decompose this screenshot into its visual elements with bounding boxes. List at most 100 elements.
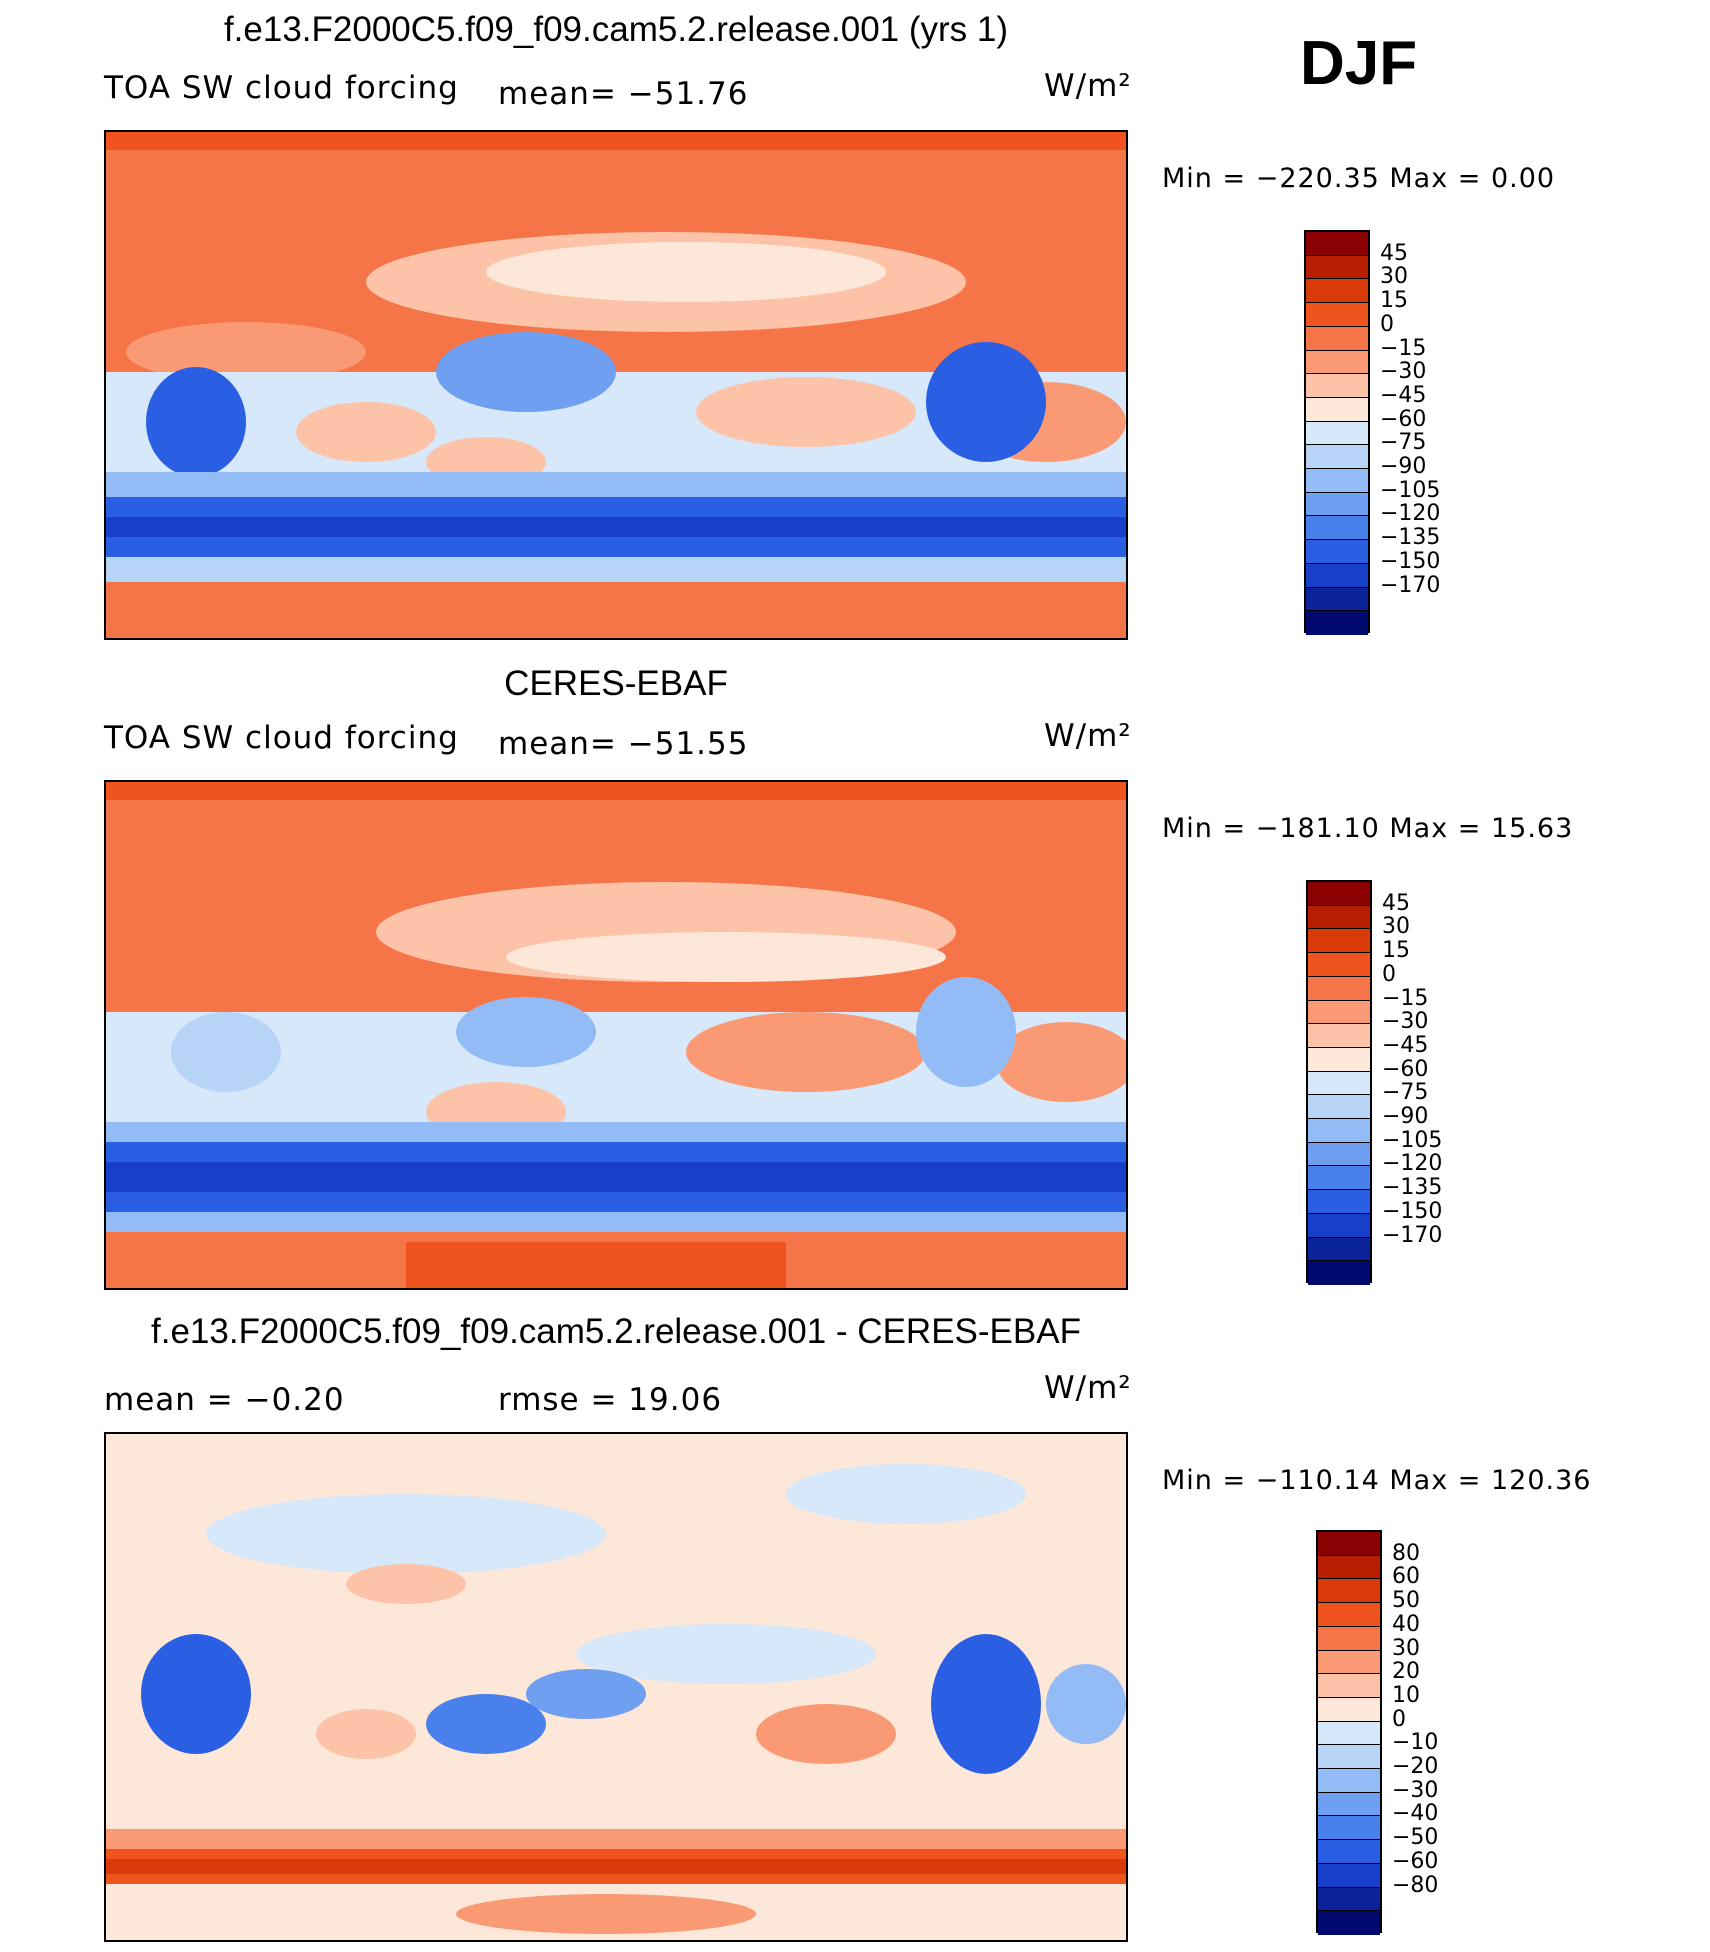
colorbar-1-segment [1306,587,1368,612]
colorbar-3-tick-label: 80 [1392,1540,1420,1566]
colorbar-1-segment [1306,421,1368,446]
colorbar-1-segment [1306,469,1368,493]
colorbar-1-tick-label: −120 [1380,501,1441,527]
colorbar-3-tick-label: −40 [1392,1801,1439,1827]
panel-1-mean: mean= −51.76 [498,76,749,112]
colorbar-1-segment [1306,397,1368,422]
colorbar-3-tick-label: −10 [1392,1730,1439,1756]
colorbar-3-segment [1318,1863,1380,1888]
colorbar-1-segment [1306,350,1368,375]
colorbar-2-segment [1308,905,1370,930]
colorbar-3-tick-label: −50 [1392,1825,1439,1851]
colorbar-1-segment [1306,374,1368,398]
colorbar-1-tick-label: −150 [1380,548,1441,574]
season-label: DJF [1300,29,1418,98]
colorbar-3-tick-label: −60 [1392,1848,1439,1874]
colorbar-1-segment [1306,611,1368,635]
colorbar-2-tick-label: −30 [1382,1009,1429,1035]
panel-1-title: f.e13.F2000C5.f09_f09.cam5.2.release.001… [223,10,1009,49]
colorbar-3-segment [1318,1579,1380,1604]
colorbar-2-tick-label: −15 [1382,985,1429,1011]
colorbar-2-tick-label: −75 [1382,1080,1429,1106]
colorbar-3-tick-label: 20 [1392,1659,1420,1685]
colorbar-3-segment [1318,1911,1380,1935]
colorbar-3-segment [1318,1603,1380,1627]
colorbar-1-tick-label: −60 [1380,406,1427,432]
panel-1-minmax: Min = −220.35 Max = 0.00 [1162,163,1556,194]
colorbar-3-tick-label: 50 [1392,1588,1420,1614]
panel-3-map [104,1432,1128,1942]
colorbar-2-segment [1308,929,1370,954]
colorbar-1-tick-label: −75 [1380,430,1427,456]
colorbar-1-tick-label: 45 [1380,240,1408,266]
colorbar-2-tick-label: −105 [1382,1127,1443,1153]
colorbar-1-segment [1306,445,1368,470]
panel-1-units: W/m² [1044,68,1132,104]
colorbar-2-segment [1308,1142,1370,1167]
panel-1-field [106,132,1126,638]
colorbar-2-segment [1308,976,1370,1001]
colorbar-3-segment [1318,1650,1380,1675]
colorbar-2-tick-label: −135 [1382,1175,1443,1201]
colorbar-1-segment [1306,303,1368,327]
colorbar-3-segment [1318,1721,1380,1746]
panel-3-mean: mean = −0.20 [104,1382,345,1418]
colorbar-2-tick-label: 30 [1382,914,1410,940]
colorbar-2-segment [1308,1213,1370,1238]
colorbar-3-tick-label: 30 [1392,1635,1420,1661]
colorbar-3-segment [1318,1532,1380,1556]
colorbar-2-segment [1308,1000,1370,1025]
colorbar-1-tick-label: −15 [1380,335,1427,361]
colorbar-2-segment [1308,1095,1370,1120]
colorbar-3-segment [1318,1555,1380,1580]
panel-1-left-label: TOA SW cloud forcing [104,70,459,106]
colorbar-3-tick-label: 10 [1392,1682,1420,1708]
panel-2-left-label: TOA SW cloud forcing [104,720,459,756]
colorbar-1-tick-label: −170 [1380,572,1441,598]
colorbar-2-tick-label: −170 [1382,1222,1443,1248]
panel-1-map [104,130,1128,640]
colorbar-2-segment [1308,1047,1370,1072]
colorbar-1-tick-label: 30 [1380,264,1408,290]
colorbar-1-segment [1306,492,1368,517]
colorbar-2-segment [1308,1261,1370,1285]
colorbar-3 [1316,1530,1382,1935]
colorbar-2-tick-label: 15 [1382,938,1410,964]
colorbar-1-tick-label: −30 [1380,359,1427,385]
panel-3-minmax: Min = −110.14 Max = 120.36 [1162,1465,1592,1496]
colorbar-2-segment [1308,1119,1370,1143]
colorbar-1-segment [1306,540,1368,564]
colorbar-2-tick-label: −120 [1382,1151,1443,1177]
colorbar-2-segment [1308,1024,1370,1048]
colorbar-2-segment [1308,1190,1370,1214]
colorbar-3-segment [1318,1745,1380,1770]
colorbar-3-tick-label: −30 [1392,1777,1439,1803]
colorbar-2-tick-label: −45 [1382,1032,1429,1058]
panel-3-field [106,1434,1126,1940]
colorbar-1-segment [1306,255,1368,280]
colorbar-3-tick-label: 60 [1392,1564,1420,1590]
colorbar-2-segment [1308,1166,1370,1191]
colorbar-2-tick-label: 45 [1382,890,1410,916]
colorbar-2 [1306,880,1372,1285]
colorbar-2-segment [1308,882,1370,906]
colorbar-1 [1304,230,1370,635]
colorbar-2-tick-label: 0 [1382,961,1396,987]
panel-2-field [106,782,1126,1288]
panel-3-title: f.e13.F2000C5.f09_f09.cam5.2.release.001… [151,1312,1081,1351]
colorbar-3-segment [1318,1792,1380,1817]
colorbar-2-tick-label: −60 [1382,1056,1429,1082]
colorbar-3-segment [1318,1626,1380,1651]
panel-2-units: W/m² [1044,718,1132,754]
colorbar-1-segment [1306,516,1368,541]
colorbar-1-tick-label: −135 [1380,525,1441,551]
colorbar-1-segment [1306,232,1368,256]
colorbar-2-segment [1308,1237,1370,1262]
panel-3-units: W/m² [1044,1370,1132,1406]
colorbar-3-tick-label: 40 [1392,1611,1420,1637]
panel-2-map [104,780,1128,1290]
panel-2-minmax: Min = −181.10 Max = 15.63 [1162,813,1574,844]
colorbar-1-tick-label: 0 [1380,311,1394,337]
colorbar-3-tick-label: 0 [1392,1706,1406,1732]
colorbar-3-segment [1318,1887,1380,1912]
